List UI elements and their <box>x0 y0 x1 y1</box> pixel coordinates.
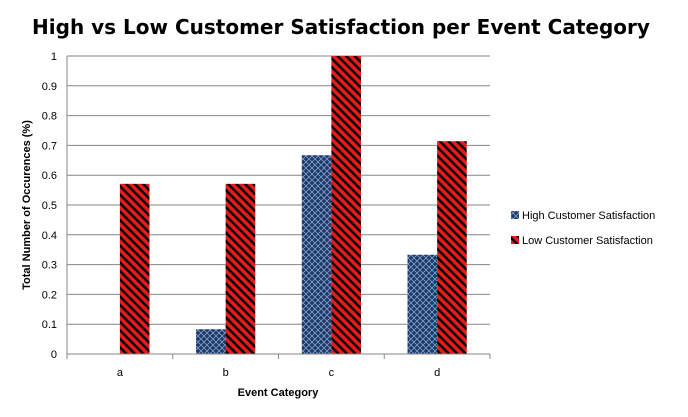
y-tick-label: 0.7 <box>42 140 57 152</box>
x-tick-label: b <box>223 367 229 379</box>
y-axis-title: Total Number of Occurences (%) <box>21 120 33 290</box>
x-tick-label: d <box>434 367 440 379</box>
bar-low-satisfaction <box>331 56 361 354</box>
bar-low-satisfaction <box>225 183 256 354</box>
y-tick-label: 0.9 <box>42 81 57 93</box>
x-tick-label: a <box>117 367 124 379</box>
bar-high-satisfaction <box>407 254 438 354</box>
y-tick-label: 0.3 <box>42 260 57 272</box>
legend-label-high: High Customer Satisfaction <box>522 210 655 222</box>
y-tick-label: 0.6 <box>42 170 57 182</box>
bar-low-satisfaction <box>437 141 467 354</box>
bar-high-satisfaction <box>301 155 332 354</box>
y-tick-label: 0.1 <box>42 319 57 331</box>
x-axis-title: Event Category <box>238 387 320 399</box>
legend-swatch-high <box>511 211 519 219</box>
y-tick-label: 0.8 <box>42 111 57 123</box>
legend-swatch-low <box>511 236 519 244</box>
y-tick-label: 1 <box>51 51 57 63</box>
bar-low-satisfaction <box>119 183 150 354</box>
y-tick-label: 0 <box>51 349 57 361</box>
x-tick-label: c <box>329 367 335 379</box>
y-tick-label: 0.5 <box>42 200 57 212</box>
legend: High Customer Satisfaction Low Customer … <box>511 210 655 247</box>
y-axis-tick-labels: 0 0.1 0.2 0.3 0.4 0.5 0.6 0.7 0.8 0.9 1 <box>42 51 57 361</box>
legend-label-low: Low Customer Satisfaction <box>522 235 653 247</box>
bars <box>119 56 467 354</box>
y-tick-label: 0.2 <box>42 289 57 301</box>
x-axis-tick-labels: a b c d <box>66 354 491 379</box>
chart-title: High vs Low Customer Satisfaction per Ev… <box>32 15 650 39</box>
bar-high-satisfaction <box>196 329 226 354</box>
y-tick-label: 0.4 <box>42 230 57 242</box>
